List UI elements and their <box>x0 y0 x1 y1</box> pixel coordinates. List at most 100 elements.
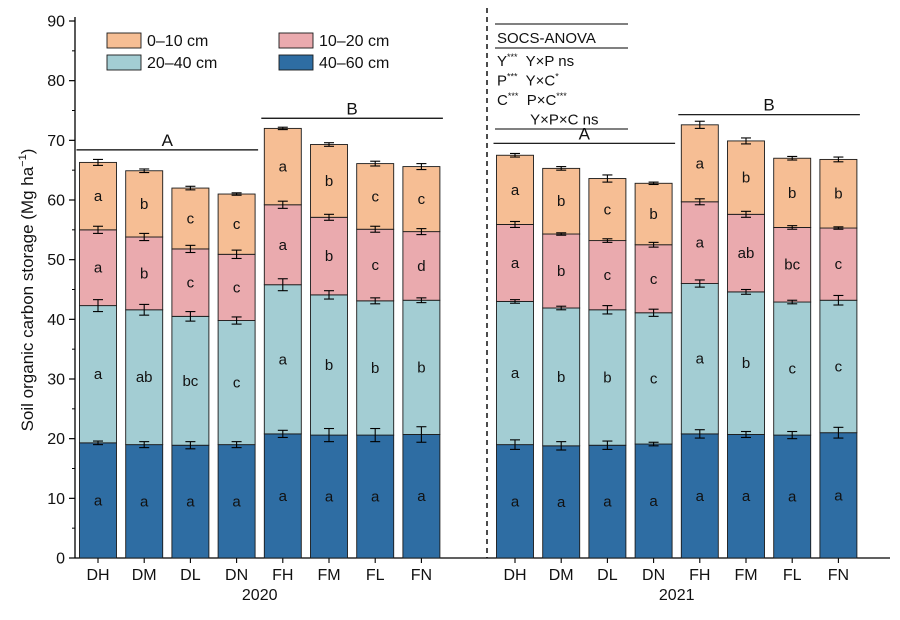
segment-letter: c <box>835 256 843 273</box>
y-axis-title-main: Soil organic carbon storage (Mg ha <box>18 166 37 431</box>
x-tick-label: DN <box>642 567 665 584</box>
bar-segment-2020-DH-s3 <box>79 161 117 231</box>
legend-label-3: 40–60 cm <box>319 55 389 72</box>
segment-letter: b <box>649 206 657 223</box>
segment-letter: b <box>603 370 611 387</box>
segment-letter: b <box>742 170 750 187</box>
segment-letter: b <box>557 263 565 280</box>
segment-letter: b <box>325 357 333 374</box>
segment-letter: a <box>696 488 705 505</box>
segment-letter: c <box>233 375 241 392</box>
year-label: 2021 <box>659 587 695 604</box>
segment-letter: c <box>187 210 195 227</box>
bar-segment-2020-FH-s0 <box>263 433 302 559</box>
bar-segment-2020-DM-s0 <box>125 444 164 559</box>
y-axis-title-superscript: −1 <box>17 154 29 167</box>
segment-letter: a <box>696 235 705 252</box>
bar-segment-2021-FH-s1 <box>680 283 719 435</box>
bar-segment-2020-DM-s3 <box>125 170 164 238</box>
bar-segment-2020-DH-s0 <box>79 442 117 559</box>
segment-letter: a <box>511 255 520 272</box>
segment-letter: bc <box>182 373 198 390</box>
segment-letter: a <box>557 494 566 511</box>
bar-segment-2020-FN-s1 <box>402 299 441 435</box>
y-tick-label: 90 <box>47 14 65 31</box>
anova-superscript: * <box>555 72 559 82</box>
anova-term: Y×C <box>518 73 556 90</box>
segment-letter: a <box>742 488 751 505</box>
anova-superscript: *** <box>556 91 567 101</box>
bar-segment-2020-FH-s3 <box>263 127 302 206</box>
segment-letter: c <box>371 257 379 274</box>
y-axis-title-close: ) <box>18 149 37 155</box>
segment-letter: a <box>696 155 705 172</box>
legend-swatch-3 <box>278 54 314 71</box>
group-letter: B <box>763 96 774 115</box>
anova-term: P <box>497 73 507 90</box>
group-letter: A <box>162 131 174 150</box>
segment-letter: a <box>325 489 334 506</box>
bar-segment-2020-FM-s1 <box>310 294 348 436</box>
segment-letter: b <box>557 369 565 386</box>
segment-letter: a <box>186 494 195 511</box>
x-tick-label: FN <box>411 567 432 584</box>
bar-segment-2020-DL-s3 <box>171 187 210 250</box>
segment-letter: c <box>233 279 241 296</box>
segment-letter: c <box>371 188 379 205</box>
bar-segment-2021-DM-s1 <box>542 307 581 447</box>
bar-segment-2021-DL-s2 <box>588 240 627 311</box>
segment-letter: c <box>604 267 612 284</box>
segment-letter: c <box>418 191 426 208</box>
anova-superscript: *** <box>507 72 518 82</box>
bar-segment-2021-FM-s1 <box>727 291 765 435</box>
y-tick-label: 30 <box>47 372 65 389</box>
bar-segment-2021-DH-s2 <box>496 224 534 302</box>
x-tick-label: FM <box>734 567 757 584</box>
segment-letter: c <box>604 202 612 219</box>
y-tick-label: 20 <box>47 431 65 448</box>
y-tick-label: 10 <box>47 491 65 508</box>
x-tick-label: DN <box>225 567 248 584</box>
segment-letter: a <box>279 159 288 176</box>
bar-segment-2021-DH-s3 <box>496 154 534 225</box>
group-letter: B <box>346 99 357 118</box>
legend-swatch-1 <box>278 32 314 49</box>
legend-swatch-0 <box>106 32 142 49</box>
anova-term: Y×P×C ns <box>497 112 598 129</box>
segment-letter: a <box>649 493 658 510</box>
legend-label-2: 20–40 cm <box>147 55 217 72</box>
segment-letter: a <box>94 188 103 205</box>
segment-letter: bc <box>784 257 800 274</box>
bar-segment-2020-DN-s0 <box>217 444 256 559</box>
segment-letter: b <box>371 360 379 377</box>
y-tick-label: 50 <box>47 252 65 269</box>
x-tick-label: FL <box>783 567 802 584</box>
segment-letter: b <box>417 359 425 376</box>
segment-letter: b <box>140 265 148 282</box>
segment-letter: a <box>603 494 612 511</box>
bar-segment-2020-DL-s0 <box>171 444 210 559</box>
bar-segment-2021-FL-s3 <box>773 157 812 228</box>
segment-letter: c <box>650 271 658 288</box>
segment-letter: a <box>94 492 103 509</box>
bar-segment-2021-DM-s0 <box>542 445 581 559</box>
bar-segment-2020-FN-s0 <box>402 434 441 559</box>
bar-segment-2021-FL-s1 <box>773 301 812 436</box>
bar-segment-2021-DL-s3 <box>588 178 627 242</box>
bar-segment-2021-DL-s1 <box>588 309 627 446</box>
bar-segment-2020-DL-s1 <box>171 315 210 446</box>
bar-segment-2020-DM-s1 <box>125 309 164 446</box>
segment-letter: a <box>511 493 520 510</box>
segment-letter: d <box>417 258 425 275</box>
legend-swatch-2 <box>106 54 142 71</box>
segment-letter: b <box>325 173 333 190</box>
y-tick-label: 0 <box>56 551 65 568</box>
bar-segment-2020-FH-s1 <box>263 284 302 435</box>
bars-layer: aaaaaabbbabcccacccaaaaabbbabccabdcaaaaab… <box>79 120 858 559</box>
x-tick-label: DH <box>503 567 526 584</box>
segment-letter: a <box>94 366 103 383</box>
bar-segment-2021-DM-s2 <box>542 233 581 309</box>
